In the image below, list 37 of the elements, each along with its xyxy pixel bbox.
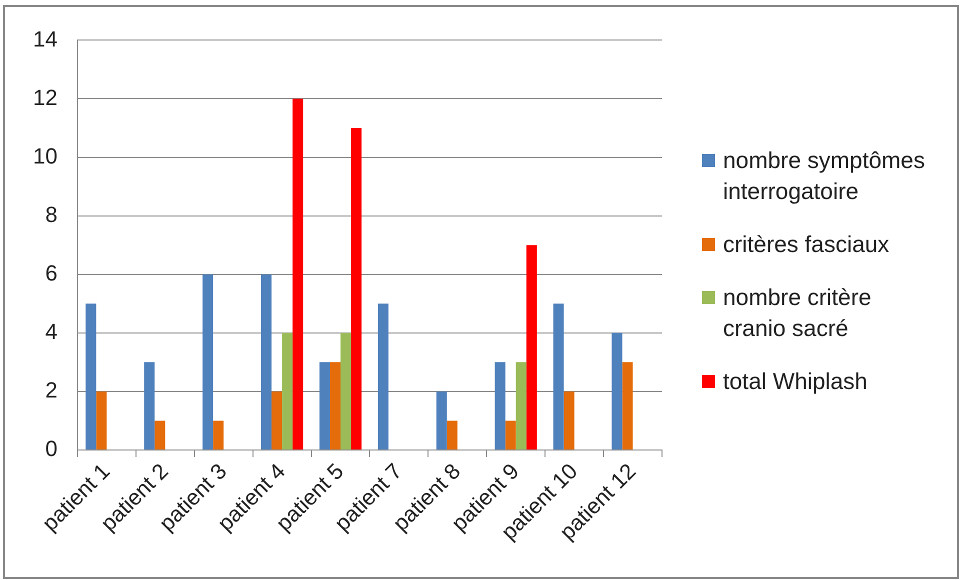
bar	[292, 98, 304, 450]
legend-label: nombre critère cranio sacré	[723, 283, 872, 343]
y-tick-label: 14	[32, 26, 58, 52]
bar	[516, 362, 526, 450]
y-tick-label: 10	[32, 143, 58, 168]
y-tick-label: 4	[45, 318, 58, 344]
bar	[494, 362, 506, 450]
bar	[272, 391, 282, 450]
bar	[564, 391, 574, 450]
legend-label: nombre symptômes interrogatoire	[723, 146, 926, 206]
bar	[330, 362, 341, 450]
legend-label: critères fasciaux	[723, 230, 890, 259]
y-tick-label: 8	[45, 202, 58, 227]
bar	[378, 304, 388, 450]
bar	[612, 332, 622, 450]
bar	[351, 128, 362, 450]
bar	[202, 274, 214, 450]
bar	[622, 362, 633, 450]
bar	[340, 332, 352, 450]
bar	[553, 304, 564, 450]
bar	[154, 420, 166, 450]
bar	[505, 420, 516, 450]
y-tick-label: 2	[45, 378, 58, 403]
y-tick-label: 12	[32, 84, 58, 110]
legend-label: total Whiplash	[723, 367, 868, 396]
bar	[86, 304, 96, 450]
y-tick-label: 6	[45, 260, 58, 286]
bar	[261, 274, 272, 450]
bar	[282, 332, 293, 450]
bar	[319, 362, 330, 450]
bar	[526, 245, 537, 450]
bar	[213, 420, 224, 450]
y-tick-label: 0	[45, 436, 58, 462]
bar	[446, 420, 458, 450]
bar	[436, 391, 447, 450]
bar	[96, 391, 107, 450]
bar	[144, 362, 155, 450]
